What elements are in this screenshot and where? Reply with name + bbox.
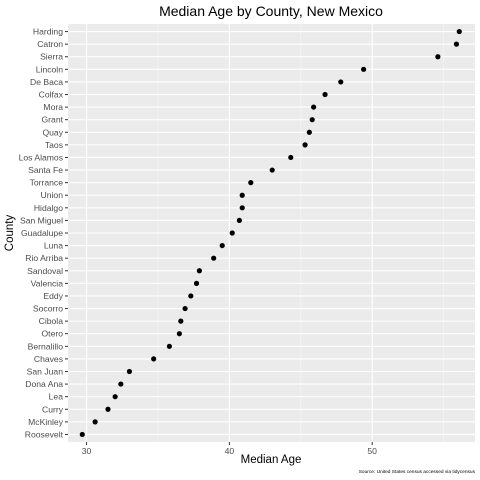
data-point bbox=[229, 230, 235, 236]
y-tick-label: Grant bbox=[42, 115, 64, 125]
data-point bbox=[302, 142, 308, 148]
x-tick-label: 30 bbox=[82, 446, 92, 456]
data-point bbox=[322, 91, 328, 98]
y-tick-label: Union bbox=[41, 190, 64, 200]
y-tick-labels: Harding Catron Sierra Lincoln De Baca Colfax M… bbox=[19, 27, 64, 440]
data-point bbox=[456, 28, 462, 35]
x-tick-label: 50 bbox=[367, 446, 377, 456]
y-tick-label: Catron bbox=[37, 39, 63, 49]
data-point bbox=[239, 205, 245, 211]
data-point bbox=[288, 154, 294, 161]
data-point bbox=[176, 331, 182, 337]
grid bbox=[65, 24, 475, 445]
y-tick-label: McKinley bbox=[28, 417, 64, 427]
y-tick-label: Santa Fe bbox=[28, 165, 63, 175]
y-tick-label: Harding bbox=[33, 27, 63, 37]
data-point bbox=[311, 104, 317, 110]
y-tick-label: Taos bbox=[45, 140, 63, 150]
y-tick-label: Rio Arriba bbox=[25, 253, 63, 263]
y-tick-label: Luna bbox=[44, 241, 63, 251]
data-point bbox=[112, 394, 118, 400]
y-tick-label: Sandoval bbox=[27, 266, 63, 276]
y-tick-label: Curry bbox=[42, 404, 64, 414]
data-point bbox=[188, 293, 194, 299]
data-point bbox=[306, 129, 312, 135]
y-tick-label: Los Alamos bbox=[19, 152, 63, 162]
y-tick-label: Roosevelt bbox=[25, 429, 64, 439]
y-tick-label: Bernalillo bbox=[28, 341, 64, 351]
x-tick-labels: 30 40 50 bbox=[82, 446, 377, 456]
data-point bbox=[92, 419, 98, 425]
y-tick-label: Lea bbox=[49, 392, 64, 402]
data-point bbox=[178, 318, 184, 324]
data-point bbox=[338, 79, 344, 85]
y-tick-label: Socorro bbox=[33, 304, 63, 314]
data-point bbox=[269, 167, 275, 173]
data-point bbox=[79, 431, 85, 438]
x-axis-title: Median Age bbox=[241, 454, 302, 466]
data-point bbox=[361, 66, 367, 72]
y-tick-label: Quay bbox=[42, 127, 63, 137]
data-point bbox=[219, 242, 225, 249]
x-tick-label: 40 bbox=[225, 446, 235, 456]
data-point bbox=[151, 356, 157, 362]
data-point bbox=[105, 406, 111, 412]
y-tick-label: Hidalgo bbox=[34, 203, 63, 213]
data-point bbox=[309, 117, 315, 123]
y-tick-label: Otero bbox=[42, 329, 64, 339]
y-tick-label: Eddy bbox=[43, 291, 63, 301]
y-tick-label: San Juan bbox=[27, 366, 64, 376]
y-axis-title: County bbox=[4, 215, 16, 252]
y-tick-label: San Miguel bbox=[20, 215, 63, 225]
data-point bbox=[239, 192, 245, 198]
y-tick-label: Valencia bbox=[31, 278, 64, 288]
y-tick-label: Torrance bbox=[30, 178, 64, 188]
y-tick-label: Sierra bbox=[40, 52, 63, 62]
y-tick-label: Mora bbox=[43, 102, 63, 112]
y-tick-label: De Baca bbox=[30, 77, 63, 87]
data-point bbox=[248, 180, 254, 186]
y-tick-label: Chaves bbox=[34, 354, 63, 364]
y-tick-label: Colfax bbox=[39, 90, 64, 100]
data-point bbox=[182, 305, 188, 312]
data-point bbox=[193, 280, 200, 286]
y-tick-label: Guadalupe bbox=[21, 228, 63, 238]
data-point bbox=[211, 255, 217, 261]
data-points bbox=[79, 28, 462, 438]
data-point bbox=[118, 381, 124, 387]
y-tick-label: Dona Ana bbox=[25, 379, 63, 389]
data-point bbox=[236, 217, 242, 224]
data-point bbox=[435, 54, 441, 60]
source-caption: Source: United States census accessed vi… bbox=[359, 469, 476, 475]
data-point bbox=[196, 268, 202, 274]
y-tick-label: Lincoln bbox=[36, 64, 63, 74]
data-point bbox=[453, 41, 460, 47]
data-point bbox=[166, 343, 172, 349]
y-tick-label: Cibola bbox=[39, 316, 64, 326]
chart-title: Median Age by County, New Mexico bbox=[159, 3, 383, 19]
data-point bbox=[126, 368, 133, 375]
